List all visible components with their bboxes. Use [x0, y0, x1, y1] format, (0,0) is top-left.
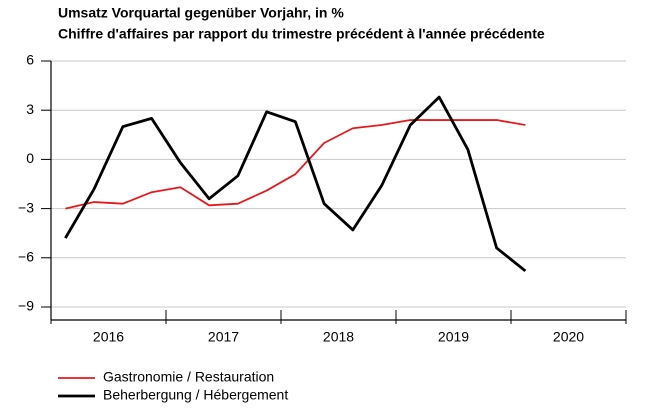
- chart-title: Umsatz Vorquartal gegenüber Vorjahr, in …: [58, 5, 344, 21]
- y-tick-label: −6: [18, 249, 34, 265]
- x-year-label: 2020: [553, 329, 584, 345]
- x-year-label: 2019: [438, 329, 469, 345]
- y-tick-label: 0: [26, 150, 34, 166]
- series-line: [64, 95, 527, 273]
- x-year-label: 2017: [208, 329, 239, 345]
- series-line: [65, 119, 526, 210]
- legend-label: Beherbergung / Hébergement: [103, 387, 288, 403]
- y-tick-label: −9: [18, 298, 34, 314]
- chart-subtitle: Chiffre d'affaires par rapport du trimes…: [58, 26, 545, 42]
- y-tick-label: 6: [26, 52, 34, 68]
- y-tick-label: −3: [18, 199, 34, 215]
- legend-label: Gastronomie / Restauration: [103, 369, 274, 385]
- x-year-label: 2016: [93, 329, 124, 345]
- y-tick-label: 3: [26, 101, 34, 117]
- x-year-label: 2018: [323, 329, 354, 345]
